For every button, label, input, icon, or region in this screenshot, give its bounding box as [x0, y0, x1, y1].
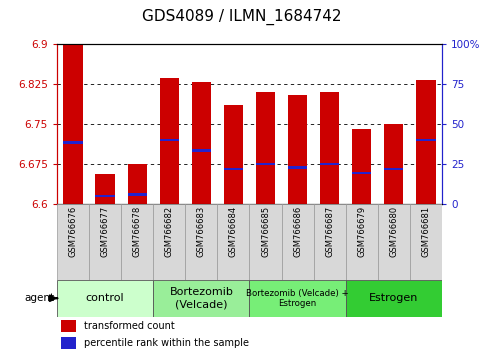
Bar [192, 149, 211, 152]
Bar [61, 320, 76, 332]
Bar [346, 204, 378, 280]
Bar [63, 44, 83, 204]
Bar [185, 204, 217, 280]
Bar [416, 80, 436, 204]
Bar [256, 163, 275, 165]
Bar [410, 204, 442, 280]
Text: GSM766682: GSM766682 [165, 206, 174, 257]
Text: Bortezomib (Velcade) +
Estrogen: Bortezomib (Velcade) + Estrogen [246, 289, 349, 308]
Text: GSM766687: GSM766687 [325, 206, 334, 257]
Bar [320, 92, 339, 204]
Bar [160, 139, 179, 141]
Bar [288, 95, 307, 204]
Bar [61, 337, 76, 349]
Bar [320, 163, 339, 165]
Text: Estrogen: Estrogen [369, 293, 418, 303]
Bar [384, 124, 403, 204]
Bar [153, 204, 185, 280]
Bar [96, 174, 115, 204]
Text: GSM766683: GSM766683 [197, 206, 206, 257]
Text: control: control [86, 293, 125, 303]
Bar [224, 168, 243, 170]
Text: percentile rank within the sample: percentile rank within the sample [84, 338, 249, 348]
Text: GSM766685: GSM766685 [261, 206, 270, 257]
Text: Bortezomib
(Velcade): Bortezomib (Velcade) [170, 287, 233, 309]
Bar [256, 92, 275, 204]
Bar [384, 168, 403, 170]
Bar [63, 142, 83, 144]
Text: GSM766676: GSM766676 [69, 206, 78, 257]
Text: GSM766684: GSM766684 [229, 206, 238, 257]
Bar [224, 105, 243, 204]
Bar [57, 280, 153, 317]
Text: transformed count: transformed count [84, 321, 175, 331]
Text: GDS4089 / ILMN_1684742: GDS4089 / ILMN_1684742 [142, 9, 341, 25]
Bar [346, 280, 442, 317]
Bar [153, 280, 250, 317]
Text: GSM766678: GSM766678 [133, 206, 142, 257]
Bar [250, 204, 282, 280]
Text: GSM766686: GSM766686 [293, 206, 302, 257]
Bar [352, 129, 371, 204]
Bar [352, 172, 371, 174]
Bar [128, 194, 147, 196]
Bar [89, 204, 121, 280]
Text: GSM766677: GSM766677 [100, 206, 110, 257]
Bar [313, 204, 346, 280]
Bar [416, 139, 436, 141]
Bar [192, 82, 211, 204]
Bar [250, 280, 346, 317]
Bar [57, 204, 89, 280]
Bar [217, 204, 250, 280]
Text: GSM766680: GSM766680 [389, 206, 398, 257]
Bar [378, 204, 410, 280]
Bar [96, 195, 115, 196]
Text: GSM766681: GSM766681 [421, 206, 430, 257]
Bar [160, 78, 179, 204]
Text: agent: agent [25, 293, 55, 303]
Text: GSM766679: GSM766679 [357, 206, 366, 257]
Bar [121, 204, 153, 280]
Bar [128, 164, 147, 204]
Bar [282, 204, 313, 280]
Bar [288, 166, 307, 169]
